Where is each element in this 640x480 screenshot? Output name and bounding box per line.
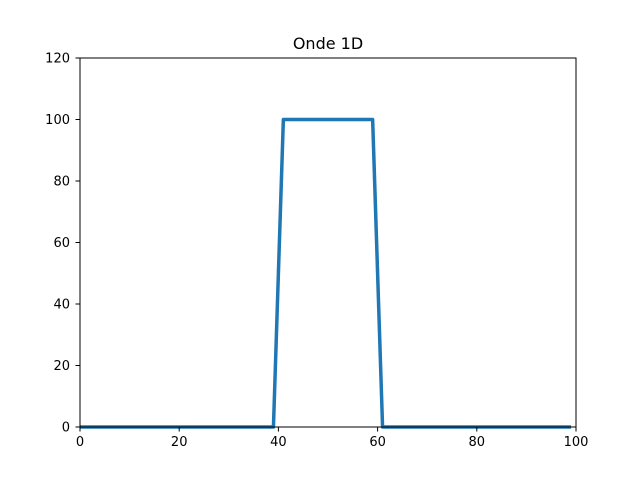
y-tick-label-20: 20 bbox=[53, 359, 70, 374]
y-tick-label-80: 80 bbox=[53, 175, 70, 190]
x-tick-label-60: 60 bbox=[369, 435, 386, 450]
chart-title: Onde 1D bbox=[293, 34, 363, 53]
x-tick-label-20: 20 bbox=[171, 435, 188, 450]
y-tick-label-40: 40 bbox=[53, 298, 70, 313]
x-tick-label-100: 100 bbox=[564, 435, 589, 450]
x-tick-label-80: 80 bbox=[469, 435, 486, 450]
y-tick-label-0: 0 bbox=[62, 421, 70, 436]
y-tick-label-120: 120 bbox=[45, 52, 70, 67]
x-tick-label-0: 0 bbox=[76, 435, 84, 450]
y-tick-label-60: 60 bbox=[53, 236, 70, 251]
y-tick-label-100: 100 bbox=[45, 113, 70, 128]
plot-area: 0 20 40 60 80 100 0 20 40 60 80 100 120 bbox=[45, 52, 588, 451]
x-tick-label-40: 40 bbox=[270, 435, 287, 450]
